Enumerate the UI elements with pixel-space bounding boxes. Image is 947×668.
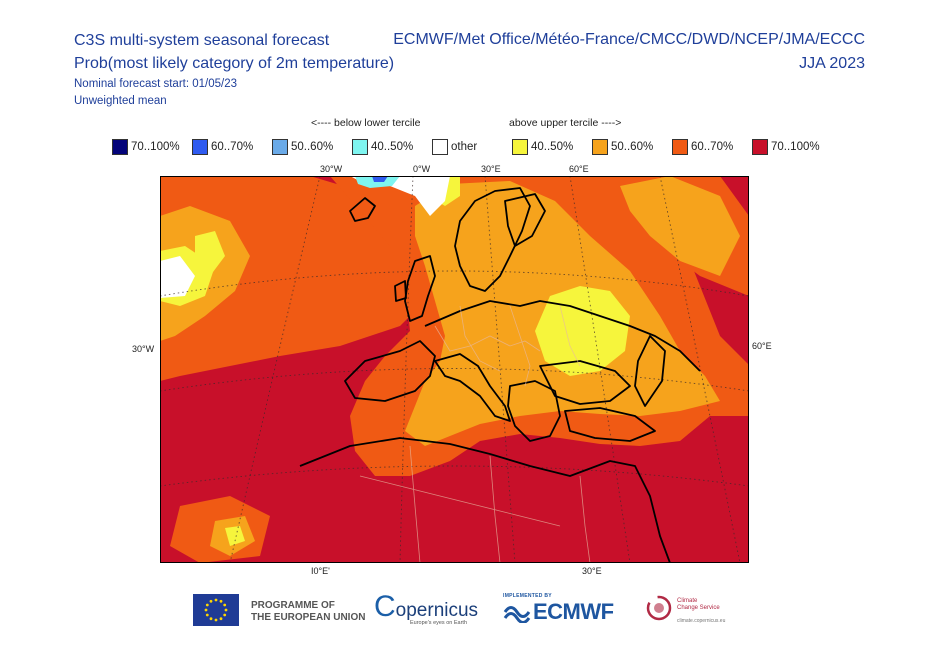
prob-region-40-50	[535, 286, 630, 376]
ecmwf-wordmark: ECMWF	[533, 599, 614, 624]
coastline-balkans	[507, 380, 561, 442]
legend-swatch	[112, 139, 128, 155]
legend-swatch	[432, 139, 448, 155]
prob-region-other	[160, 256, 195, 298]
copernicus-tagline: Europe's eyes on Earth	[410, 620, 468, 626]
legend-item: 70..100%	[752, 138, 820, 156]
legend-item: 50..60%	[592, 138, 653, 156]
coastline-ireland	[394, 280, 407, 302]
legend-item: 60..70%	[192, 138, 253, 156]
mean-type: Unweighted mean	[74, 95, 167, 107]
legend-label: 50..60%	[611, 141, 654, 153]
coastline-finland	[504, 193, 546, 247]
axis-top-label: 60°E	[569, 164, 589, 174]
prob-region-below-50-60	[372, 176, 388, 182]
graticule	[160, 176, 749, 563]
legend-item: other	[432, 138, 477, 156]
axis-bottom-label: 30°E	[582, 566, 602, 576]
c3s-text: Climate Change Service climate.copernicu…	[677, 598, 725, 625]
coastlines	[299, 187, 701, 563]
legend-swatch	[272, 139, 288, 155]
graticule-line	[659, 176, 741, 563]
c3s-line2: Change Service	[677, 605, 720, 611]
eu-line1: PROGRAMME OF	[251, 600, 335, 611]
border-line	[409, 445, 421, 563]
legend-label: 50..60%	[291, 141, 334, 153]
coastline-scandinavia	[454, 187, 531, 292]
coastline-italy	[434, 353, 511, 422]
coastline-anatolia	[564, 407, 656, 442]
country-borders	[359, 305, 591, 563]
coastline-north-europe	[424, 300, 701, 372]
legend-swatch	[352, 139, 368, 155]
coastline-iberia	[344, 340, 436, 402]
c3s-emblem-icon	[646, 595, 672, 621]
coastline-britain	[404, 255, 436, 322]
legend-swatch	[592, 139, 608, 155]
legend-swatch	[192, 139, 208, 155]
legend-below-caption: <---- below lower tercile	[311, 117, 421, 129]
legend-label: 40..50%	[531, 141, 574, 153]
legend-label: 40..50%	[371, 141, 414, 153]
legend-swatch	[752, 139, 768, 155]
probability-map	[160, 176, 749, 563]
border-line	[459, 305, 501, 372]
axis-left-label: 30°W	[132, 344, 155, 354]
map-frame	[160, 176, 749, 563]
axis-top-label: 30°E	[481, 164, 501, 174]
centres-list: ECMWF/Met Office/Météo-France/CMCC/DWD/N…	[393, 31, 865, 48]
season-label: JJA 2023	[799, 55, 865, 72]
map-subtitle: Prob(most likely category of 2m temperat…	[74, 55, 395, 72]
coastline-black-sea	[539, 360, 631, 405]
border-line	[509, 305, 531, 387]
prob-region-40-50	[225, 526, 245, 546]
legend-above-caption: above upper tercile ---->	[509, 117, 622, 129]
coastline-north-africa	[299, 437, 671, 563]
axis-bottom-label: I0°E'	[311, 566, 330, 576]
legend-label: 70..100%	[771, 141, 820, 153]
axis-top-label: 0°W	[413, 164, 431, 174]
border-line	[434, 325, 541, 352]
coastline-iceland	[349, 197, 376, 222]
legend-label: 60..70%	[691, 141, 734, 153]
forecast-start: Nominal forecast start: 01/05/23	[74, 78, 237, 90]
prob-region-other	[350, 176, 450, 216]
legend-label: 70..100%	[131, 141, 180, 153]
copernicus-logo: Copernicus Europe's eyes on Earth	[374, 590, 479, 627]
copernicus-wordmark: opernicus	[395, 600, 479, 621]
legend-item: 40..50%	[352, 138, 413, 156]
c3s-line1: Climate	[677, 598, 698, 604]
ecmwf-symbol-icon	[503, 606, 531, 623]
copernicus-c: C	[374, 590, 396, 623]
ecmwf-implemented-by: IMPLEMENTED BY	[503, 593, 552, 599]
c3s-url: climate.copernicus.eu	[677, 618, 726, 624]
legend-swatch	[512, 139, 528, 155]
legend-item: 60..70%	[672, 138, 733, 156]
ecmwf-logo: IMPLEMENTED BY ECMWF	[503, 593, 614, 625]
eu-stars-icon	[204, 598, 228, 622]
eu-flag-icon	[193, 594, 239, 626]
axis-right-label: 60°E	[752, 341, 772, 351]
coastline-caspian	[634, 335, 666, 407]
border-line	[489, 455, 501, 563]
legend-swatch	[672, 139, 688, 155]
prob-region-50-60	[620, 176, 740, 276]
legend-item: 40..50%	[512, 138, 573, 156]
legend-item: 50..60%	[272, 138, 333, 156]
eu-programme-text: PROGRAMME OF THE EUROPEAN UNION	[251, 600, 365, 624]
graticule-line	[569, 176, 631, 563]
legend-item: 70..100%	[112, 138, 180, 156]
border-line	[359, 475, 561, 527]
eu-line2: THE EUROPEAN UNION	[251, 612, 366, 623]
legend-label: 60..70%	[211, 141, 254, 153]
prob-region-40-50	[195, 231, 225, 276]
border-line	[579, 475, 591, 563]
axis-top-label: 30°W	[320, 164, 343, 174]
legend-label: other	[451, 141, 478, 153]
border-line	[559, 305, 581, 367]
map-title: C3S multi-system seasonal forecast	[74, 32, 330, 49]
